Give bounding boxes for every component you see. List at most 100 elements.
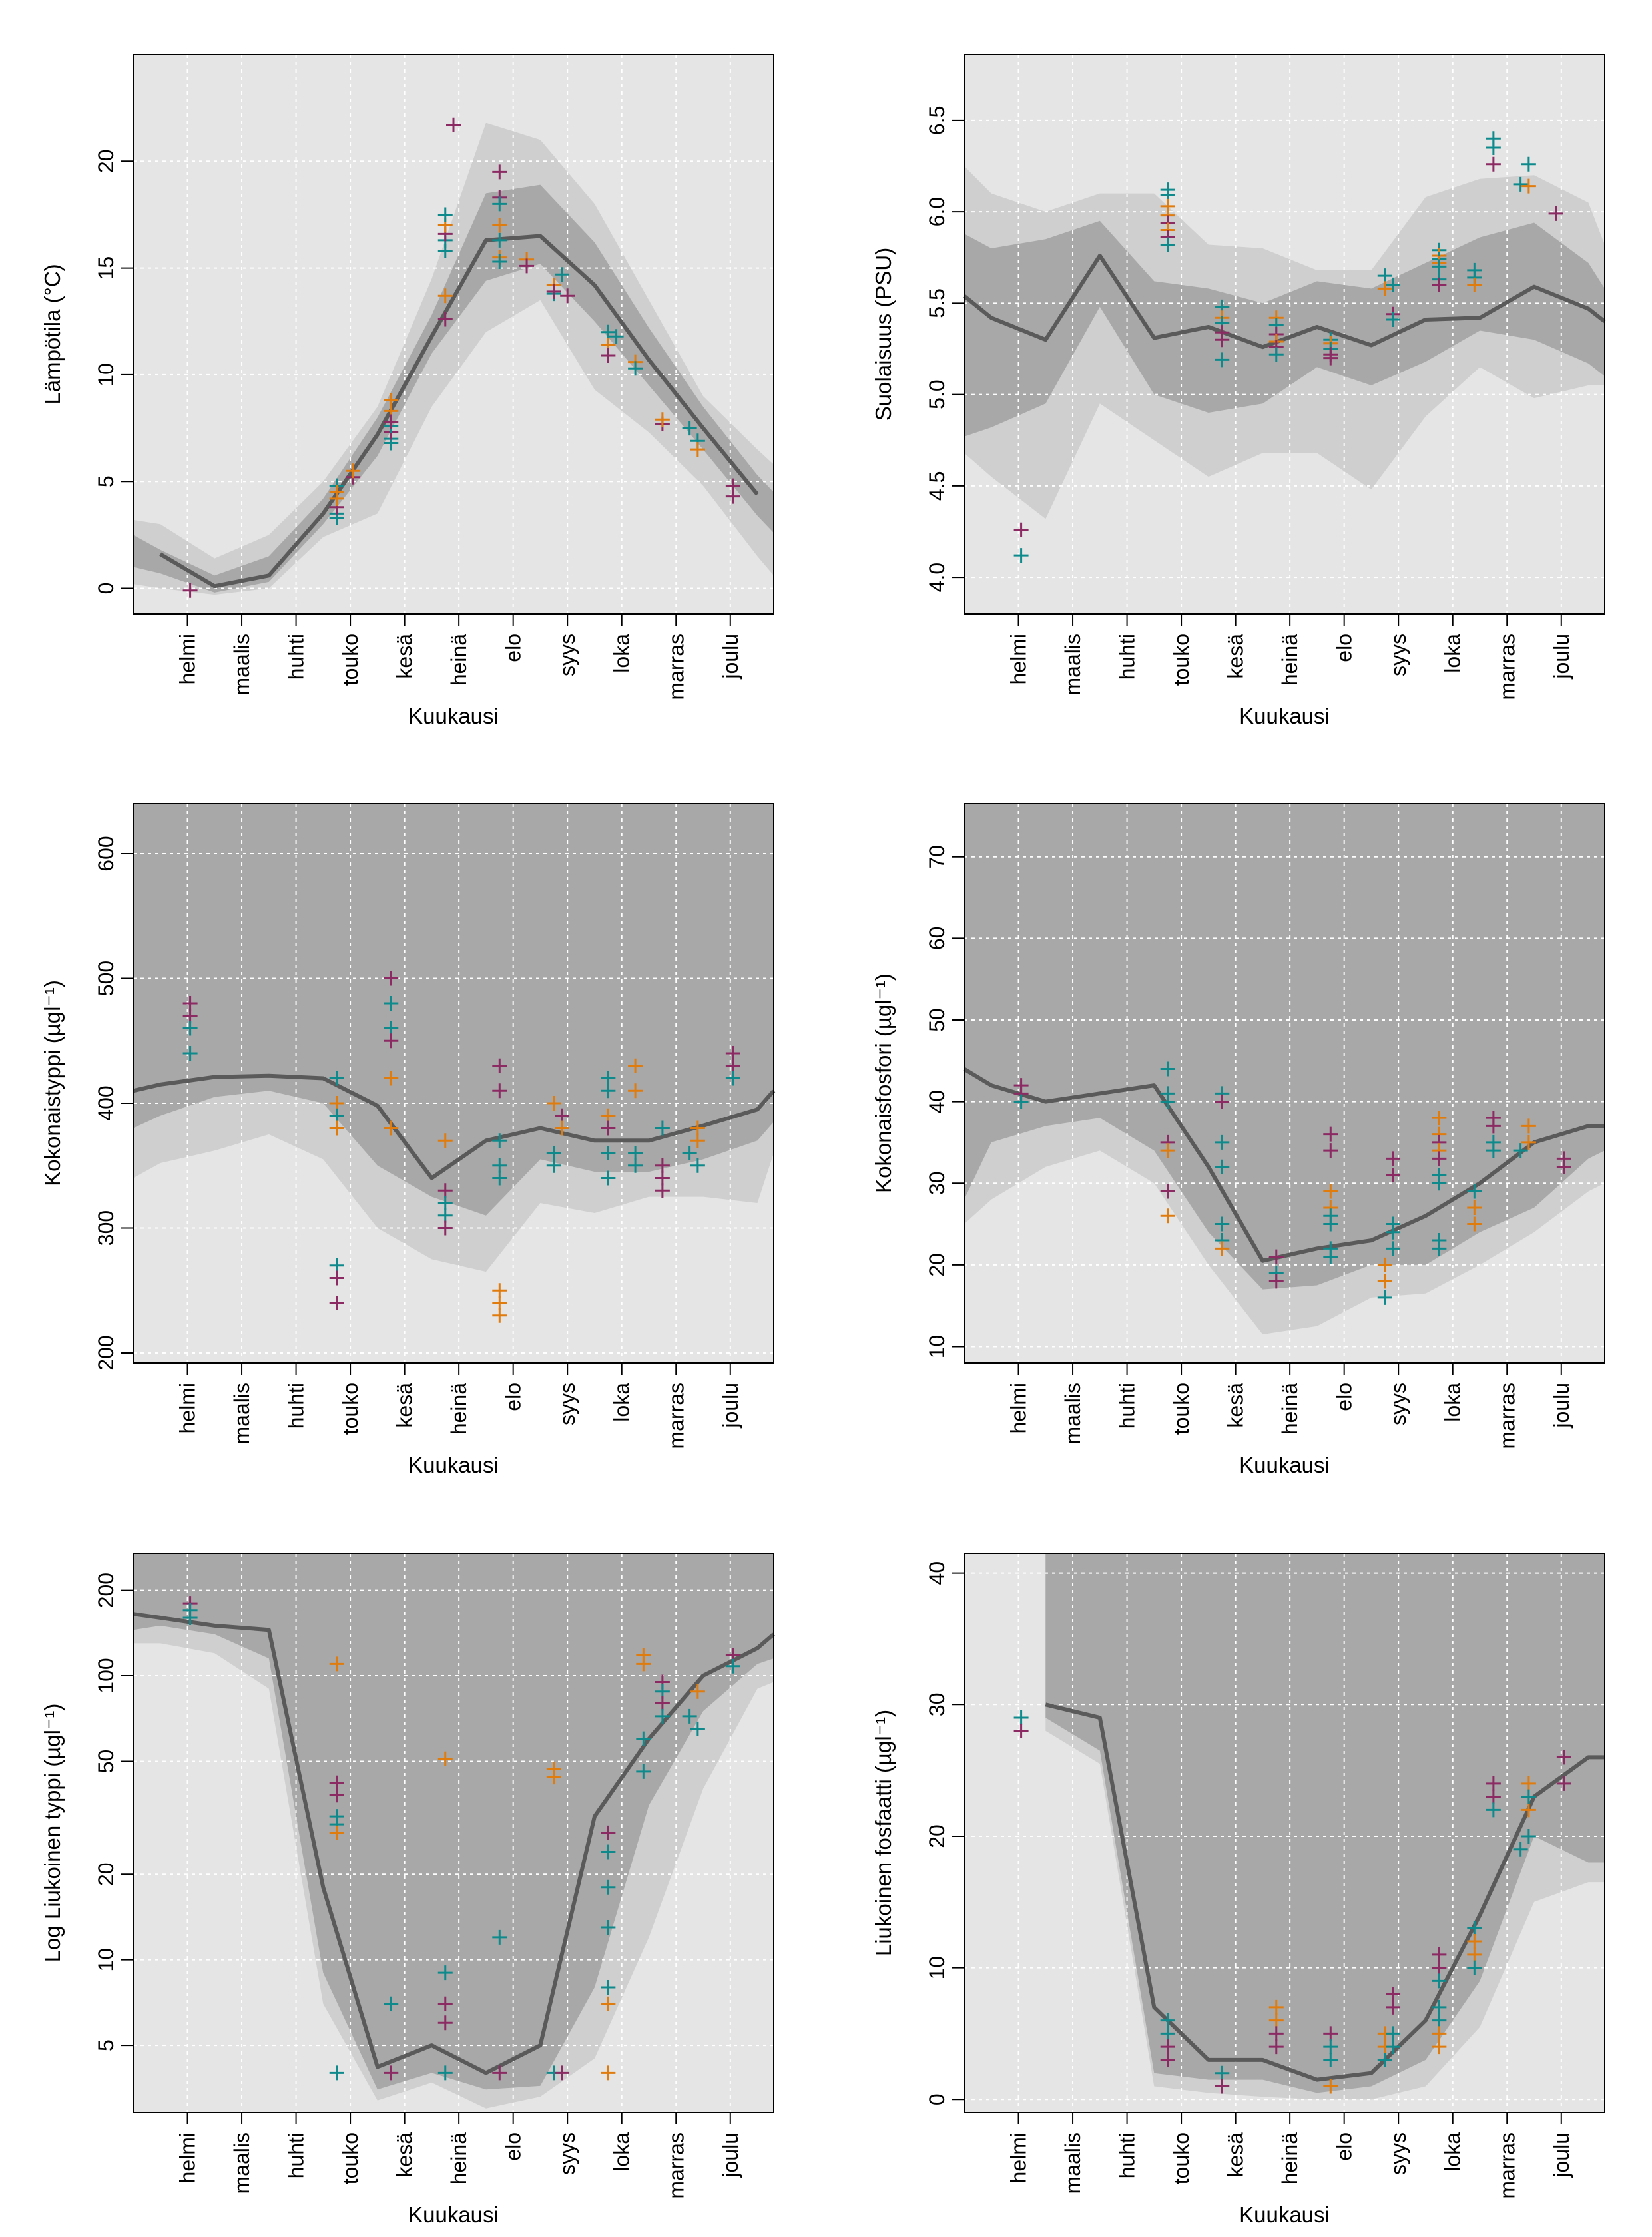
x-tick-label: elo xyxy=(1332,1383,1356,1411)
y-tick-label: 10 xyxy=(94,1948,118,1972)
data-point-purple xyxy=(555,2065,570,2081)
plot-frame xyxy=(964,803,1605,1364)
x-tick-label: marras xyxy=(664,2132,688,2199)
chart-panel-2: 4.0 4.5 5.0 5.5 6.0 6.5 helmi maalis huhti touko k… xyxy=(871,54,1606,728)
data-point-orange xyxy=(1432,1111,1447,1126)
data-point-orange xyxy=(437,1133,453,1148)
data-point-orange xyxy=(1377,1257,1392,1272)
data-point-purple xyxy=(492,164,507,180)
data-point-teal xyxy=(492,232,507,248)
data-point-orange xyxy=(601,1108,616,1123)
data-point-purple xyxy=(1268,1274,1284,1289)
data-point-orange xyxy=(1467,1200,1482,1216)
median-line xyxy=(963,254,1606,350)
data-point-purple xyxy=(1268,2039,1284,2055)
data-point-teal xyxy=(655,1708,670,1724)
y-tick-label: 20 xyxy=(925,1253,949,1277)
data-point-teal xyxy=(1486,1802,1501,1818)
x-tick-label: joulu xyxy=(718,1383,742,1429)
data-point-orange xyxy=(655,412,670,427)
data-point-teal xyxy=(437,1196,453,1210)
data-point-purple xyxy=(546,284,561,299)
data-point-orange xyxy=(555,1120,570,1136)
data-point-teal xyxy=(1432,1176,1447,1191)
y-tick-label: 50 xyxy=(925,1008,949,1032)
data-point-purple xyxy=(1556,1776,1571,1791)
x-tick-label: kesä xyxy=(393,1383,417,1428)
data-point-teal xyxy=(1377,268,1392,284)
x-tick-label: kesä xyxy=(1224,2132,1248,2178)
data-point-teal xyxy=(1521,1828,1536,1844)
data-point-orange xyxy=(1467,1216,1482,1232)
data-point-purple xyxy=(725,489,740,504)
data-point-teal xyxy=(690,1158,705,1173)
x-tick-label: helmi xyxy=(176,1383,200,1433)
x-tick-label: touko xyxy=(1169,2132,1193,2184)
data-point-purple xyxy=(1432,1947,1447,1962)
x-tick-label: joulu xyxy=(1549,634,1573,680)
x-tick-label: maalis xyxy=(230,634,254,695)
data-point-purple xyxy=(384,414,399,429)
data-point-purple xyxy=(1386,1167,1401,1182)
chart-panel-5: 5 10 20 50 100 200 helmi maalis huhti touko kesä he… xyxy=(40,1553,775,2227)
range-band-inner xyxy=(133,184,774,593)
y-tick-label: 40 xyxy=(925,1561,949,1585)
y-tick-label: 10 xyxy=(925,1956,949,1980)
data-point-orange xyxy=(1521,1134,1536,1150)
data-point-orange xyxy=(1377,281,1392,296)
data-point-teal xyxy=(492,1158,507,1173)
x-tick-label: syys xyxy=(555,1383,579,1425)
y-tick-label: 6.5 xyxy=(925,106,949,135)
y-tick-label: 10 xyxy=(925,1335,949,1359)
data-point-teal xyxy=(546,1158,561,1173)
data-point-orange xyxy=(384,1120,399,1136)
y-tick-label: 30 xyxy=(925,1171,949,1195)
y-tick-label: 60 xyxy=(925,927,949,951)
data-point-purple xyxy=(1432,277,1447,292)
data-point-orange xyxy=(1467,1947,1482,1962)
x-tick-label: loka xyxy=(1441,1383,1465,1422)
data-point-teal xyxy=(1467,1184,1482,1199)
range-band-inner xyxy=(133,1553,774,2090)
x-axis-title: Kuukausi xyxy=(408,704,499,728)
data-point-teal xyxy=(1215,1159,1230,1174)
data-point-teal xyxy=(1013,548,1029,563)
x-axis-title: Kuukausi xyxy=(1239,704,1330,728)
x-tick-label: huhti xyxy=(1115,2132,1139,2178)
data-point-purple xyxy=(437,2015,453,2031)
data-point-teal xyxy=(628,1146,643,1160)
data-point-teal xyxy=(182,1046,198,1061)
data-point-purple xyxy=(1013,1723,1029,1738)
data-point-purple xyxy=(1386,1151,1401,1166)
data-point-orange xyxy=(1215,1241,1230,1256)
x-tick-label: huhti xyxy=(284,2132,308,2178)
y-tick-label: 600 xyxy=(94,836,118,871)
data-point-orange xyxy=(329,485,344,500)
data-point-orange xyxy=(636,1656,651,1672)
data-point-teal xyxy=(601,1979,616,1995)
data-point-orange xyxy=(1521,1776,1536,1791)
data-point-teal xyxy=(1377,2052,1392,2067)
x-tick-label: joulu xyxy=(718,2132,742,2178)
data-point-teal xyxy=(1215,2065,1230,2081)
data-point-teal xyxy=(636,1731,651,1746)
data-point-purple xyxy=(1323,350,1338,366)
data-point-purple xyxy=(492,1058,507,1073)
data-point-purple xyxy=(601,348,616,364)
data-point-purple xyxy=(1386,1999,1401,2015)
median-line xyxy=(1045,1702,1605,2082)
plot-frame xyxy=(964,1553,1605,2113)
data-point-teal xyxy=(1160,1061,1175,1077)
range-band-inner xyxy=(1045,1553,1605,2093)
data-point-orange xyxy=(437,1751,453,1766)
y-axis-title: Suolaisuus (PSU) xyxy=(871,248,896,421)
data-point-teal xyxy=(1386,2039,1401,2055)
data-point-teal xyxy=(182,1021,198,1036)
data-point-teal xyxy=(546,1146,561,1160)
data-point-purple xyxy=(182,583,198,598)
data-point-orange xyxy=(1268,2013,1284,2028)
x-tick-label: syys xyxy=(555,634,579,676)
y-axis-title: Log Liukoinen typpi (µgl⁻¹) xyxy=(40,1704,65,1963)
plot-frame xyxy=(133,803,774,1364)
data-point-teal xyxy=(601,1083,616,1099)
